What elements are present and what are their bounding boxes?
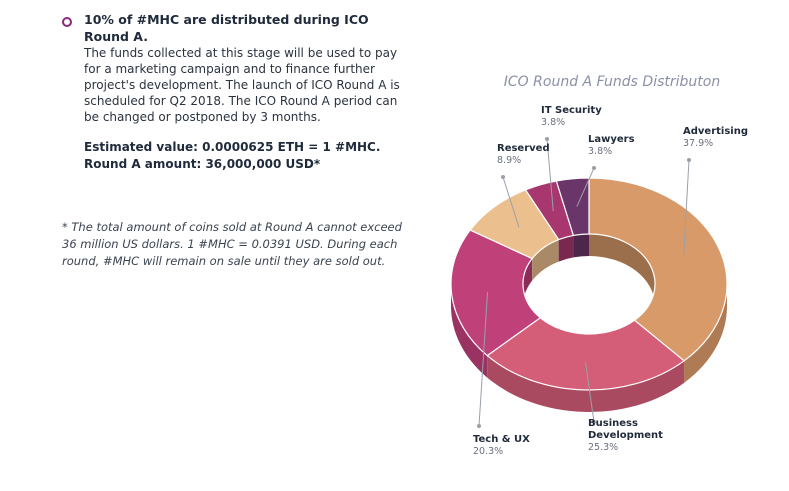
estimate-block: Estimated value: 0.0000625 ETH = 1 #MHC.… — [84, 139, 414, 173]
slice-tech-ux — [450, 229, 542, 357]
slice-side-advertising — [684, 284, 727, 383]
leader-line-reserved — [502, 176, 520, 228]
slice-inner-wall-advertising-0 — [589, 234, 655, 306]
leader-lines — [477, 137, 691, 428]
estimated-value: Estimated value: 0.0000625 ETH = 1 #MHC. — [84, 140, 381, 154]
slice-inner-wall-reserved-1 — [532, 239, 559, 281]
slice-business-development — [486, 317, 686, 391]
slice-inner-wall-it-security-1 — [558, 235, 574, 262]
leader-dot-reserved — [501, 175, 505, 179]
round-amount: Round A amount: 36,000,000 USD* — [84, 157, 321, 171]
slice-value-business-development: 25.3% — [588, 442, 618, 453]
slice-advertising — [588, 177, 728, 362]
slice-inner-wall-lawyers-1 — [573, 234, 589, 258]
donut-slices — [450, 177, 728, 391]
leader-dot-lawyers — [592, 166, 596, 170]
leader-line-advertising — [683, 159, 690, 256]
slice-value-reserved: 8.9% — [497, 155, 521, 166]
slice-value-advertising: 37.9% — [683, 138, 713, 149]
slice-lawyers — [555, 177, 590, 237]
intro-body: The funds collected at this stage will b… — [84, 46, 400, 124]
leader-line-tech-ux — [478, 292, 489, 427]
slice-label-advertising: Advertising — [683, 126, 748, 137]
slice-value-tech-ux: 20.3% — [473, 446, 503, 457]
leader-line-lawyers — [576, 167, 595, 207]
leader-dot-tech-ux — [477, 424, 481, 428]
chart-title: ICO Round A Funds Distributon — [504, 74, 720, 90]
slice-side-business-development — [487, 355, 685, 413]
slice-side-tech-ux — [451, 284, 488, 378]
slice-label-lawyers: Lawyers — [588, 134, 635, 145]
bullet-circle-icon — [62, 17, 72, 27]
leader-dot-it-security — [545, 137, 549, 141]
leader-line-it-security — [546, 138, 554, 211]
donut-sides — [451, 234, 727, 413]
slice-label-reserved: Reserved — [497, 143, 550, 154]
leader-dot-advertising — [687, 158, 691, 162]
slice-label-it-security: IT Security — [541, 105, 602, 116]
slice-value-it-security: 3.8% — [541, 117, 565, 128]
slice-inner-wall-tech-ux-1 — [523, 258, 533, 306]
slice-label-business-development-1: Development — [588, 430, 663, 441]
slice-label-business-development-0: Business — [588, 418, 638, 429]
slice-value-lawyers: 3.8% — [588, 146, 612, 157]
intro-section: 10% of #MHC are distributed during ICO R… — [84, 11, 414, 173]
intro-heading: 10% of #MHC are distributed during ICO R… — [84, 12, 369, 44]
leader-dot-business-development — [592, 420, 596, 424]
footnote: * The total amount of coins sold at Roun… — [62, 220, 402, 268]
slice-label-tech-ux: Tech & UX — [473, 434, 530, 445]
leader-line-business-development — [584, 361, 595, 423]
